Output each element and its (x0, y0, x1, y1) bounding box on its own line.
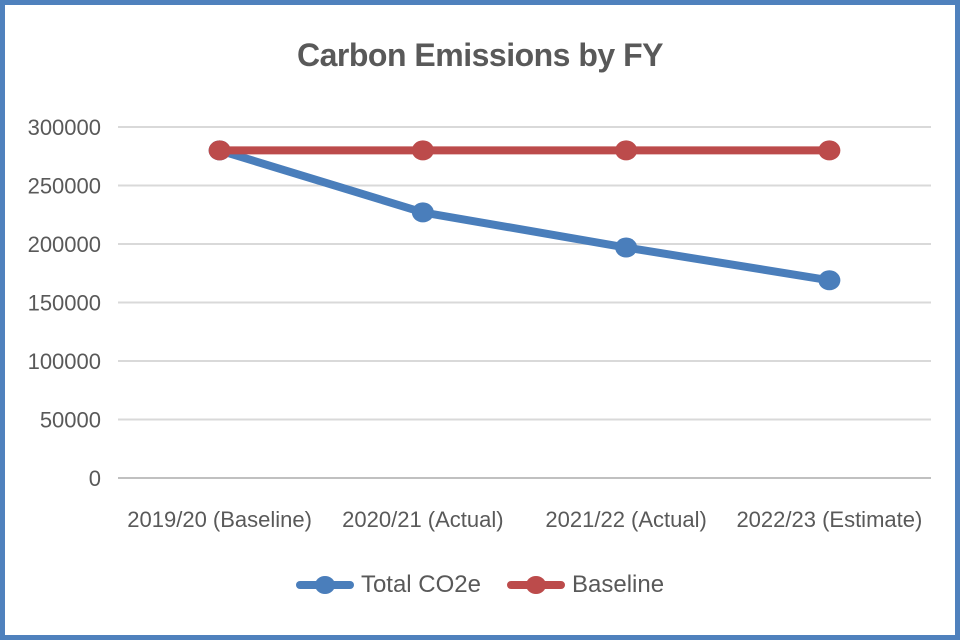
y-axis-tick-label: 150000 (28, 291, 101, 316)
y-axis-tick-label: 100000 (28, 349, 101, 374)
y-axis-tick-label: 300000 (28, 115, 101, 140)
series-marker-total-co2e (411, 202, 434, 223)
y-axis-tick-label: 50000 (40, 408, 101, 433)
x-axis-category-label: 2020/21 (Actual) (342, 507, 503, 532)
series-marker-total-co2e (818, 270, 841, 291)
legend-line-marker-icon (295, 576, 354, 594)
series-marker-baseline (818, 140, 841, 161)
y-axis-tick-label: 200000 (28, 232, 101, 257)
series-marker-baseline (208, 140, 231, 161)
legend-dot-icon (526, 576, 546, 594)
y-axis-tick-label: 0 (89, 466, 101, 491)
y-axis-tick-label: 250000 (28, 174, 101, 199)
chart-title: Carbon Emissions by FY (297, 37, 663, 73)
x-axis-category-label: 2021/22 (Actual) (545, 507, 706, 532)
legend-label-baseline: Baseline (572, 571, 665, 598)
legend-item-total-co2e: Total CO2e (295, 571, 481, 599)
chart-legend: Total CO2e Baseline (5, 571, 955, 599)
x-axis-category-label: 2022/23 (Estimate) (736, 507, 922, 532)
series-line-total-co2e (215, 146, 834, 285)
series-marker-total-co2e (615, 237, 638, 258)
series-marker-baseline (411, 140, 434, 161)
series-marker-baseline (615, 140, 638, 161)
legend-item-baseline: Baseline (507, 571, 664, 599)
legend-label-total-co2e: Total CO2e (360, 571, 481, 598)
legend-dot-icon (314, 576, 335, 594)
x-axis-category-label: 2019/20 (Baseline) (127, 507, 312, 532)
legend-line-marker-icon (507, 576, 565, 594)
